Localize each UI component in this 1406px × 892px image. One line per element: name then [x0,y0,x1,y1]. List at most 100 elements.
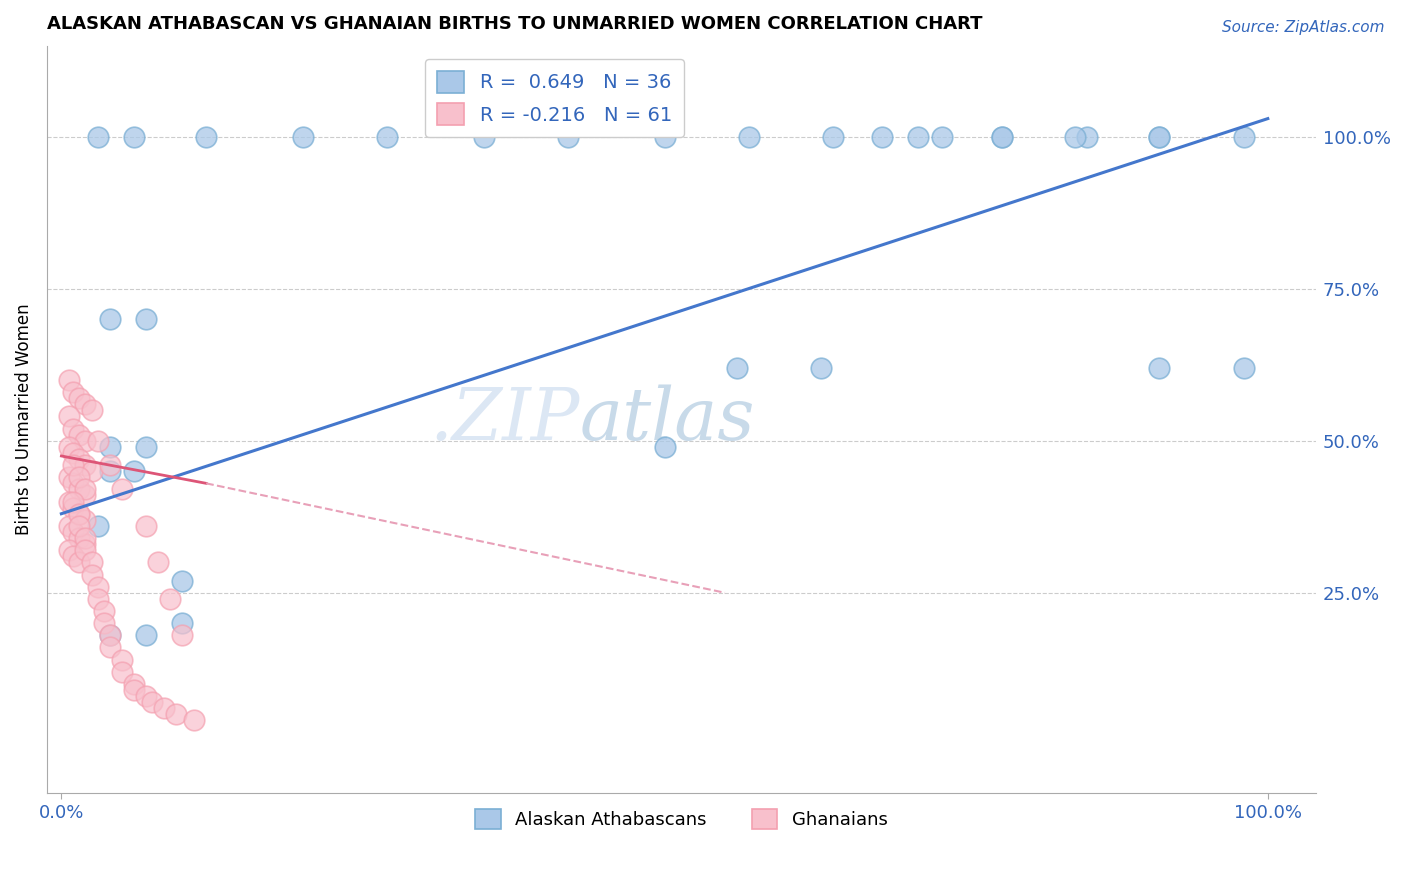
Point [75,397,97,411]
Point [1233,129,1256,144]
Point [93,616,115,631]
Point [111,652,134,666]
Point [62,422,84,436]
Point [183,714,205,728]
Point [122,129,145,144]
Point [1063,129,1085,144]
Point [69,519,91,533]
Text: ALASKAN ATHABASCAN VS GHANAIAN BIRTHS TO UNMARRIED WOMEN CORRELATION CHART: ALASKAN ATHABASCAN VS GHANAIAN BIRTHS TO… [46,15,983,33]
Point [69,427,91,442]
Point [135,519,157,533]
Point [58,470,80,484]
Point [153,701,176,715]
Point [98,458,121,472]
Point [86,580,108,594]
Point [69,470,91,484]
Point [69,452,91,467]
Text: atlas: atlas [579,384,755,455]
Point [557,129,579,144]
Point [98,312,121,326]
Point [98,628,121,642]
Point [98,440,121,454]
Point [86,434,108,448]
Point [654,129,676,144]
Point [86,129,108,144]
Point [122,677,145,691]
Point [80,555,103,569]
Point [80,567,103,582]
Point [122,683,145,698]
Point [122,464,145,478]
Point [75,488,97,502]
Point [86,519,108,533]
Point [141,695,163,709]
Point [75,483,97,497]
Point [991,129,1014,144]
Point [195,129,218,144]
Point [135,628,157,642]
Point [931,129,953,144]
Point [58,519,80,533]
Point [111,665,134,679]
Point [69,531,91,545]
Point [159,591,181,606]
Point [725,360,748,375]
Point [135,312,157,326]
Point [62,524,84,539]
Point [991,129,1014,144]
Point [62,476,84,491]
Point [58,543,80,558]
Text: Source: ZipAtlas.com: Source: ZipAtlas.com [1222,20,1385,35]
Point [69,483,91,497]
Point [75,531,97,545]
Point [135,689,157,703]
Point [58,373,80,387]
Point [62,458,84,472]
Point [58,440,80,454]
Point [907,129,929,144]
Point [93,604,115,618]
Point [472,129,495,144]
Point [1147,129,1170,144]
Point [58,494,80,508]
Point [170,628,193,642]
Point [98,640,121,655]
Point [870,129,893,144]
Point [98,628,121,642]
Point [58,409,80,424]
Legend: Alaskan Athabascans, Ghanaians: Alaskan Athabascans, Ghanaians [468,801,894,837]
Point [170,616,193,631]
Point [1233,360,1256,375]
Point [69,391,91,405]
Point [75,543,97,558]
Point [62,446,84,460]
Point [738,129,761,144]
Point [69,507,91,521]
Point [62,385,84,400]
Point [62,500,84,515]
Point [69,507,91,521]
Point [69,555,91,569]
Point [111,483,134,497]
Point [823,129,845,144]
Point [1076,129,1098,144]
Point [75,458,97,472]
Point [75,434,97,448]
Point [80,464,103,478]
Point [135,440,157,454]
Point [291,129,314,144]
Point [165,707,187,722]
Point [1147,360,1170,375]
Point [75,513,97,527]
Point [80,403,103,417]
Text: .ZIP: .ZIP [430,384,579,455]
Point [62,494,84,508]
Point [375,129,398,144]
Point [1147,129,1170,144]
Point [98,464,121,478]
Y-axis label: Births to Unmarried Women: Births to Unmarried Women [15,303,32,535]
Point [75,537,97,551]
Point [810,360,832,375]
Point [146,555,169,569]
Point [86,591,108,606]
